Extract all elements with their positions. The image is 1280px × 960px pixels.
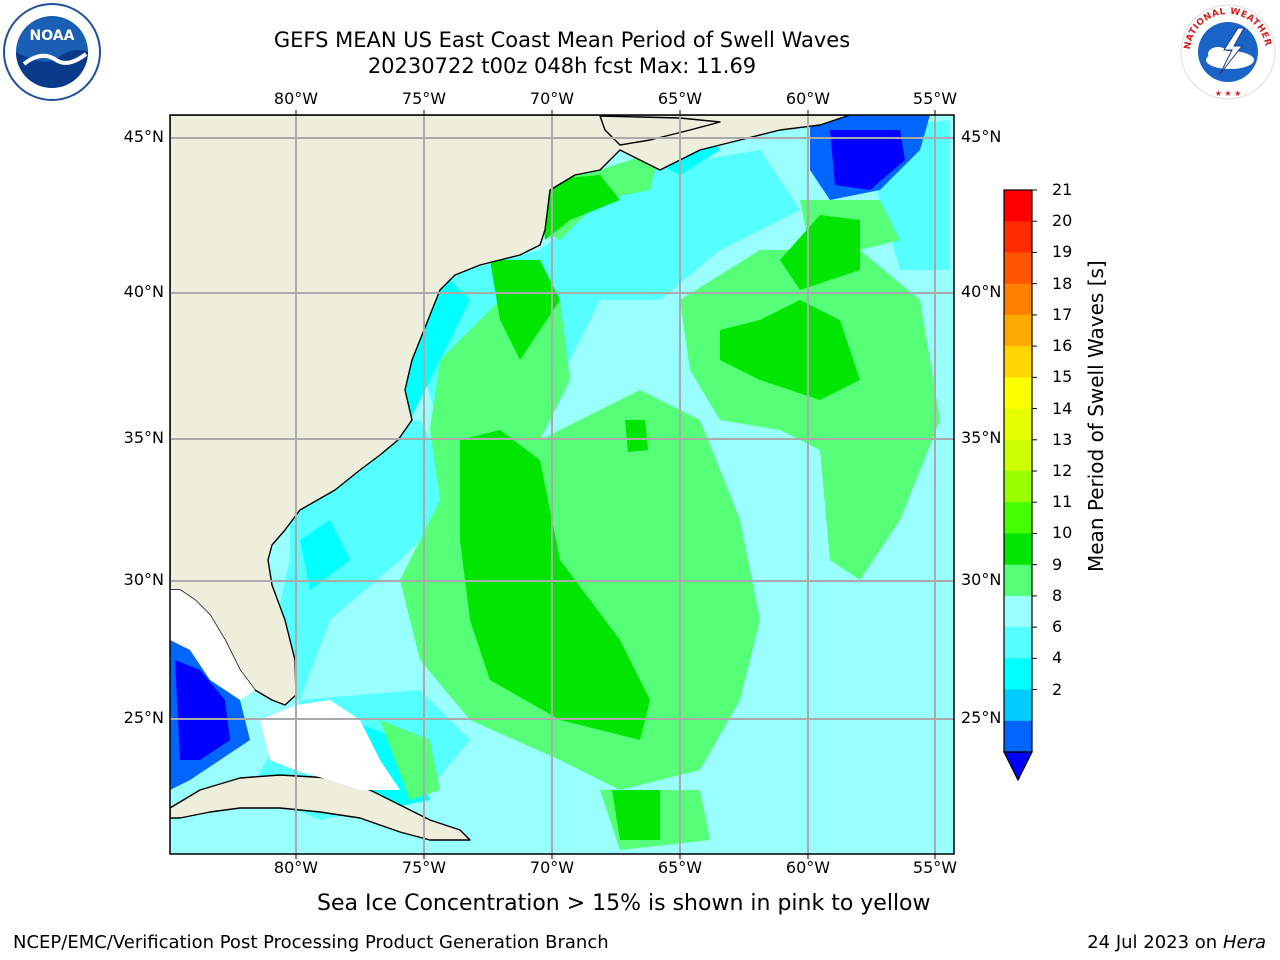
colorbar-tick-label: 8 xyxy=(1052,585,1063,605)
colorbar-title: Mean Period of Swell Waves [s] xyxy=(1084,260,1108,572)
graticule xyxy=(170,115,954,854)
lon-label-bottom-55w: 55°W xyxy=(912,858,958,877)
colorbar-tick-label: 9 xyxy=(1052,554,1063,574)
colorbar-tick-label: 15 xyxy=(1052,367,1073,387)
lat-label-right-30n: 30°N xyxy=(961,570,1002,589)
lon-label-bottom-75w: 75°W xyxy=(401,858,447,877)
map-frame xyxy=(169,114,955,855)
colorbar-band xyxy=(1004,439,1032,472)
colorbar-band xyxy=(1004,314,1032,347)
colorbar-tick-label: 10 xyxy=(1052,523,1073,543)
colorbar-band xyxy=(1004,627,1032,659)
colorbar-band xyxy=(1004,720,1032,753)
lat-label-right-35n: 35°N xyxy=(961,428,1002,447)
lat-label-left-35n: 35°N xyxy=(123,428,164,447)
colorbar-band xyxy=(1004,595,1032,628)
footer-machine: Hera xyxy=(1222,932,1266,953)
swell-2-4s-region xyxy=(810,115,930,200)
colorbar-tick-label: 18 xyxy=(1052,273,1073,293)
colorbar-tick-label: 6 xyxy=(1052,617,1063,637)
colorbar xyxy=(1003,189,1037,782)
colorbar-band xyxy=(1004,190,1032,222)
lat-label-left-25n: 25°N xyxy=(123,708,164,727)
noaa-logo: NOAA xyxy=(3,3,101,101)
chart-title: GEFS MEAN US East Coast Mean Period of S… xyxy=(273,28,851,52)
footer-date-text: 24 Jul 2023 on xyxy=(1087,932,1223,953)
colorbar-band xyxy=(1004,252,1032,285)
swell-10-11s-region xyxy=(460,175,860,840)
colorbar-tick-label: 11 xyxy=(1052,492,1073,512)
lon-label-top-60w: 60°W xyxy=(785,89,831,108)
colorbar-band xyxy=(1004,564,1032,597)
lat-label-left-45n: 45°N xyxy=(123,127,164,146)
colorbar-tick-label: 4 xyxy=(1052,648,1063,668)
footer-organization: NCEP/EMC/Verification Post Processing Pr… xyxy=(13,932,609,953)
gulf-swell-region xyxy=(170,640,250,790)
colorbar-tick-label: 14 xyxy=(1052,398,1073,418)
lat-label-left-40n: 40°N xyxy=(123,282,164,301)
lon-label-bottom-70w: 70°W xyxy=(529,858,575,877)
colorbar-tick-label: 20 xyxy=(1052,211,1073,231)
colorbar-tick-label: 2 xyxy=(1052,679,1063,699)
colorbar-band xyxy=(1004,221,1032,253)
nws-logo: NATIONAL WEATHER SERVICE ★ ★ ★ xyxy=(1178,2,1276,100)
lon-label-bottom-80w: 80°W xyxy=(273,858,319,877)
lon-label-top-55w: 55°W xyxy=(912,89,958,108)
colorbar-extend-triangle xyxy=(1003,751,1033,782)
colorbar-band xyxy=(1004,533,1032,566)
colorbar-tick-label: 12 xyxy=(1052,461,1073,480)
colorbar-band xyxy=(1004,283,1032,316)
sea-ice-note: Sea Ice Concentration > 15% is shown in … xyxy=(317,891,931,916)
swell-9-10s-region xyxy=(380,150,940,850)
noaa-logo-text: NOAA xyxy=(30,28,75,44)
colorbar-tick-label: 13 xyxy=(1052,429,1073,449)
colorbar-band xyxy=(1004,408,1032,441)
lon-label-bottom-60w: 60°W xyxy=(785,858,831,877)
colorbar-tick-label: 21 xyxy=(1052,180,1073,199)
lon-label-top-80w: 80°W xyxy=(273,89,319,108)
lat-label-right-40n: 40°N xyxy=(961,282,1002,301)
colorbar-band xyxy=(1004,377,1032,410)
colorbar-tick-label: 16 xyxy=(1052,336,1073,356)
lon-label-bottom-65w: 65°W xyxy=(657,858,703,877)
colorbar-band xyxy=(1004,346,1032,378)
colorbar-tick-label: 19 xyxy=(1052,242,1073,262)
colorbar-band xyxy=(1004,502,1032,534)
forecast-info: 20230722 t00z 048h fcst Max: 11.69 xyxy=(367,54,757,78)
colorbar-band xyxy=(1004,689,1032,722)
lat-label-right-45n: 45°N xyxy=(961,127,1002,146)
colorbar-band xyxy=(1004,471,1032,503)
lat-label-right-25n: 25°N xyxy=(961,708,1002,727)
lon-label-top-65w: 65°W xyxy=(657,89,703,108)
lat-label-left-30n: 30°N xyxy=(123,570,164,589)
footer-date: 24 Jul 2023 on Hera xyxy=(1087,932,1266,954)
svg-text:★ ★ ★: ★ ★ ★ xyxy=(1215,89,1242,98)
lon-label-top-70w: 70°W xyxy=(529,89,575,108)
colorbar-band xyxy=(1004,658,1032,691)
colorbar-tick-label: 17 xyxy=(1052,304,1073,324)
lon-label-top-75w: 75°W xyxy=(401,89,447,108)
